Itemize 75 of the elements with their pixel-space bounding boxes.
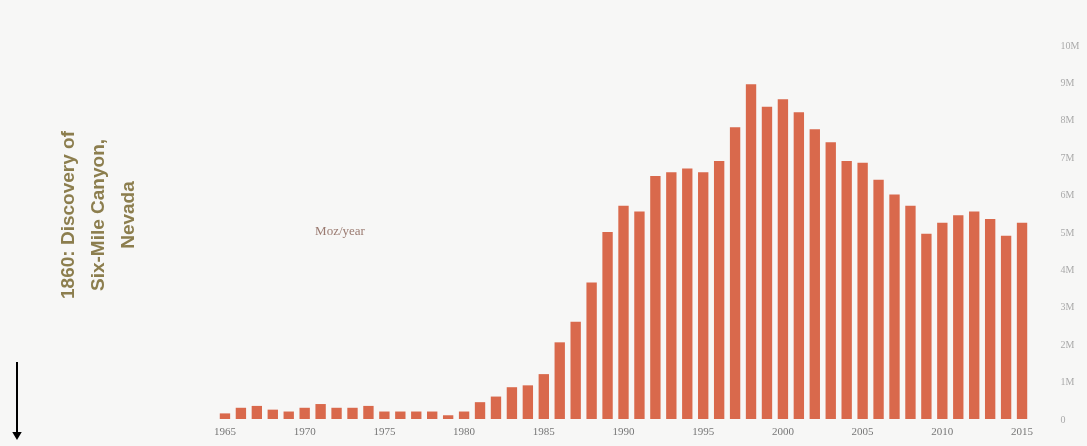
x-tick-label: 2015 — [1011, 424, 1034, 437]
bar — [251, 405, 263, 419]
bar — [315, 404, 326, 419]
bar — [427, 411, 438, 419]
bar — [395, 411, 406, 419]
bar — [1016, 222, 1028, 419]
bar — [506, 387, 518, 419]
bar — [841, 160, 852, 419]
bar — [634, 211, 645, 419]
x-tick-label: 1980 — [453, 424, 476, 437]
bar — [442, 415, 454, 419]
y-tick-label: 6M — [1060, 189, 1075, 201]
y-axis-title: Moz/year — [315, 223, 366, 238]
x-tick-label: 1995 — [692, 424, 715, 437]
bar — [682, 168, 693, 419]
bar — [698, 172, 709, 419]
bar — [379, 411, 390, 419]
y-tick-label: 10M — [1060, 39, 1080, 51]
bar — [538, 374, 549, 419]
text: 1860: Discovery of Six-Mile Canyon, Nevada — [57, 130, 138, 299]
bar — [969, 211, 980, 419]
bar — [458, 411, 470, 419]
bar — [331, 407, 342, 419]
bar — [984, 218, 996, 419]
x-tick-label: 1970 — [293, 424, 317, 437]
bar — [713, 160, 725, 419]
bar — [411, 411, 422, 419]
bar — [363, 405, 374, 419]
bar — [729, 127, 741, 419]
bar — [283, 411, 294, 419]
y-tick-label: 5M — [1060, 226, 1075, 238]
bar — [937, 222, 948, 419]
y-tick-label: 4M — [1060, 263, 1075, 275]
x-tick-label: 2010 — [931, 424, 954, 437]
bar — [219, 413, 231, 419]
y-tick-label: 2M — [1060, 338, 1075, 350]
bar — [905, 205, 916, 419]
bar — [267, 409, 278, 419]
bar — [570, 321, 581, 419]
x-tick-label: 2000 — [771, 424, 795, 437]
y-tick-label: 9M — [1060, 76, 1075, 88]
bar — [299, 407, 310, 419]
bar — [873, 179, 884, 419]
y-tick-label: 8M — [1060, 114, 1075, 126]
bar — [490, 396, 502, 419]
bar — [235, 407, 247, 419]
y-tick-label: 0 — [1060, 413, 1066, 425]
bar — [889, 194, 900, 419]
bar — [347, 407, 358, 419]
bar — [745, 84, 757, 419]
x-tick-label: 1975 — [373, 424, 396, 437]
x-tick-label: 1985 — [532, 424, 556, 437]
bar — [1000, 235, 1012, 419]
bar — [650, 175, 661, 419]
bar — [602, 232, 613, 419]
bar — [857, 162, 868, 419]
bar — [474, 402, 486, 419]
y-tick-label: 7M — [1060, 151, 1075, 163]
bar — [953, 215, 964, 419]
y-tick-label: 1M — [1060, 376, 1075, 388]
bar — [554, 342, 565, 419]
x-tick-label: 1990 — [612, 424, 635, 437]
bar — [777, 99, 789, 419]
y-tick-label: 3M — [1060, 301, 1075, 313]
x-tick-label: 1965 — [213, 424, 237, 437]
bar — [586, 282, 597, 419]
bar — [793, 112, 805, 419]
x-tick-label: 2005 — [851, 424, 875, 437]
bar — [761, 106, 773, 419]
bar — [921, 233, 932, 419]
bar — [618, 205, 629, 419]
bar — [666, 172, 677, 419]
bar — [809, 129, 820, 419]
bar — [522, 385, 534, 419]
bar — [825, 142, 836, 419]
